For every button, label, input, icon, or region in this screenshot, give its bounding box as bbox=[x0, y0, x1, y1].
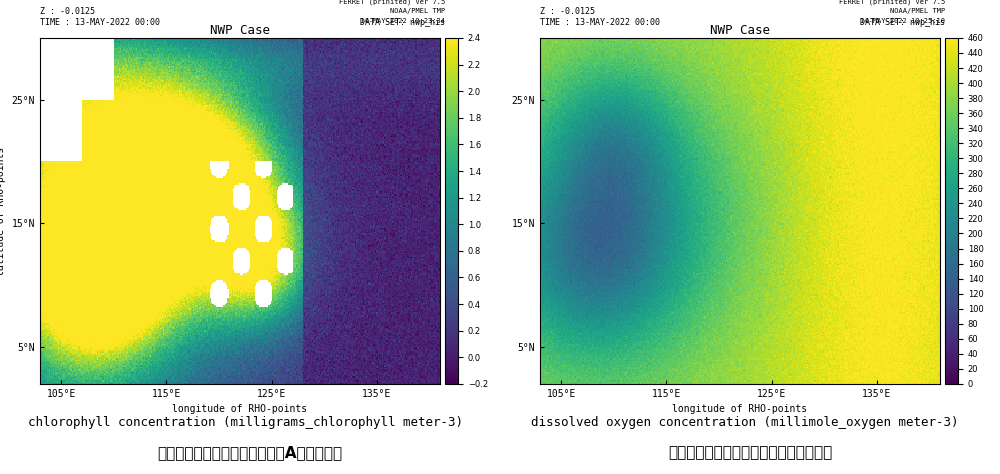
X-axis label: longitude of RHO-points: longitude of RHO-points bbox=[672, 404, 808, 414]
Text: FERRET (prinited) Ver 7.5: FERRET (prinited) Ver 7.5 bbox=[839, 0, 945, 5]
Text: Z : -0.0125: Z : -0.0125 bbox=[40, 7, 95, 16]
Title: NWP Case: NWP Case bbox=[710, 24, 770, 37]
X-axis label: longitude of RHO-points: longitude of RHO-points bbox=[172, 404, 308, 414]
Text: 西北太平洋水質模式表層溢氧濃度分布圖: 西北太平洋水質模式表層溢氧濃度分布圖 bbox=[668, 445, 832, 460]
Text: 14-MAY-2022 10:25:10: 14-MAY-2022 10:25:10 bbox=[860, 18, 945, 24]
Text: DATA SET: nwp_his: DATA SET: nwp_his bbox=[860, 18, 945, 27]
Text: 14-MAY-2022 10:23:34: 14-MAY-2022 10:23:34 bbox=[360, 18, 445, 24]
Text: NOAA/PMEL TMP: NOAA/PMEL TMP bbox=[390, 8, 445, 14]
Text: DATA SET: nwp_his: DATA SET: nwp_his bbox=[360, 18, 445, 27]
Text: TIME : 13-MAY-2022 00:00: TIME : 13-MAY-2022 00:00 bbox=[540, 18, 660, 27]
Text: dissolved oxygen concentration (millimole_oxygen meter-3): dissolved oxygen concentration (millimol… bbox=[531, 416, 959, 428]
Y-axis label: latitude of RHO-points: latitude of RHO-points bbox=[0, 146, 6, 275]
Text: chlorophyll concentration (milligrams_chlorophyll meter-3): chlorophyll concentration (milligrams_ch… bbox=[28, 416, 462, 428]
Text: FERRET (prinited) Ver 7.5: FERRET (prinited) Ver 7.5 bbox=[339, 0, 445, 5]
Text: TIME : 13-MAY-2022 00:00: TIME : 13-MAY-2022 00:00 bbox=[40, 18, 160, 27]
Text: 西北太平洋水質模式表層葉綠素A濃度分布圖: 西北太平洋水質模式表層葉綠素A濃度分布圖 bbox=[157, 445, 343, 460]
Text: Z : -0.0125: Z : -0.0125 bbox=[540, 7, 595, 16]
Title: NWP Case: NWP Case bbox=[210, 24, 270, 37]
Text: NOAA/PMEL TMP: NOAA/PMEL TMP bbox=[890, 8, 945, 14]
